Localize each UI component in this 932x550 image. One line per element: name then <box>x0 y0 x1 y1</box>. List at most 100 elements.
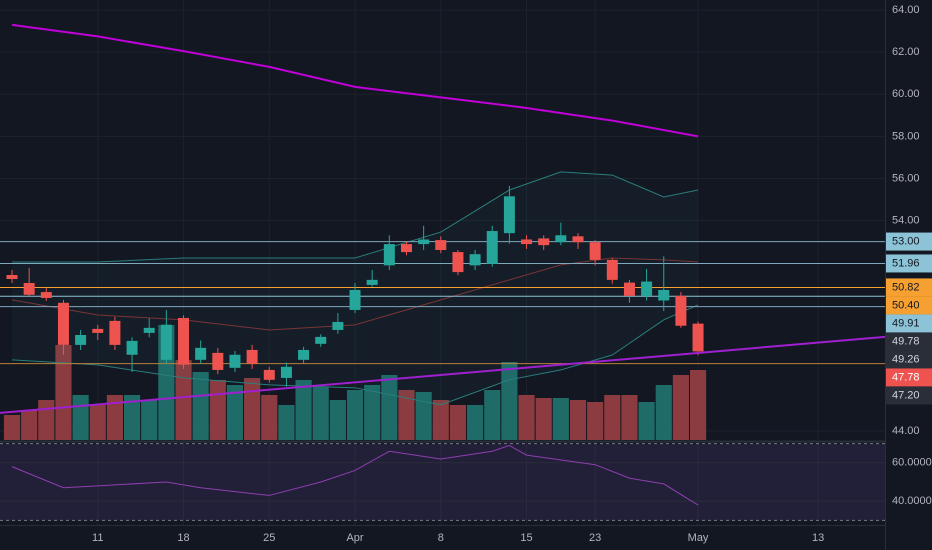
x-tick-label: May <box>688 532 709 544</box>
volume-bar <box>381 375 398 440</box>
candle-body <box>23 283 35 295</box>
y-tick-label: 40.0000 <box>892 495 932 507</box>
candle-body <box>195 347 207 360</box>
candle-body <box>521 239 533 245</box>
price-label-bg <box>886 314 932 333</box>
candle-body <box>658 289 670 301</box>
overlay-line <box>11 23 699 138</box>
candle-body <box>503 196 515 234</box>
volume-bar <box>364 385 381 440</box>
candle-body <box>452 252 464 273</box>
price-label-bg <box>886 278 932 297</box>
volume-bar <box>175 360 192 440</box>
price-pane <box>0 23 885 440</box>
overlay-line <box>0 335 885 414</box>
volume-bar <box>3 415 21 440</box>
price-label-bg <box>886 350 932 369</box>
candle-body <box>160 324 172 360</box>
candle-body <box>641 281 653 296</box>
candle-body <box>298 349 310 360</box>
price-label: 53.00 <box>892 235 920 247</box>
volume-bar <box>209 380 226 440</box>
y-tick-label: 54.00 <box>892 214 920 226</box>
volume-bar <box>535 398 552 440</box>
candle-body <box>606 259 618 280</box>
volume-bar <box>89 405 106 440</box>
candle-body <box>366 279 378 285</box>
volume-bar <box>226 385 244 440</box>
x-tick-label: 8 <box>438 532 444 544</box>
price-label: 50.82 <box>892 281 920 293</box>
candle-body <box>92 328 104 333</box>
volume-bar <box>106 395 123 440</box>
volume-bar <box>415 392 432 440</box>
volume-bar <box>569 400 587 440</box>
bollinger-lower <box>11 304 699 406</box>
y-tick-label: 60.00 <box>892 88 920 100</box>
candle-body <box>40 292 52 298</box>
volume-bar <box>655 385 672 440</box>
candle-body <box>126 340 138 355</box>
bollinger-basis <box>11 257 699 331</box>
volume-bar <box>141 400 158 440</box>
y-tick-label: 56.00 <box>892 172 920 184</box>
candle-body <box>263 369 275 380</box>
price-label: 47.78 <box>892 371 920 383</box>
candle-body <box>486 231 498 264</box>
volume-bar <box>55 345 72 440</box>
x-tick-label: 15 <box>520 532 532 544</box>
y-tick-label: 62.00 <box>892 46 920 58</box>
x-tick-label: 23 <box>589 532 601 544</box>
candle-body <box>143 327 155 333</box>
y-tick-label: 60.0000 <box>892 457 932 469</box>
candle-body <box>538 238 550 246</box>
candle-body <box>332 321 344 330</box>
price-label-bg <box>886 386 932 405</box>
axes: 64.00 62.00 60.00 58.00 56.00 54.00 44.00 11 18 2… <box>92 4 932 544</box>
candle-body <box>212 352 224 370</box>
y-tick-label: 64.00 <box>892 4 920 16</box>
price-label: 47.20 <box>892 389 920 401</box>
volume-bar <box>329 400 346 440</box>
volume-bar <box>72 395 89 440</box>
volume-bar <box>295 380 312 440</box>
candle-body <box>349 289 361 310</box>
volume-bar <box>638 402 655 440</box>
candle-body <box>469 254 481 266</box>
y-tick-label: 58.00 <box>892 130 920 142</box>
bollinger-upper <box>12 171 699 263</box>
candle-body <box>400 244 412 253</box>
x-tick-label: Apr <box>346 532 363 544</box>
volume-bar <box>123 395 141 440</box>
volume-bar <box>312 387 329 440</box>
candle-body <box>280 366 292 378</box>
price-label-bg <box>886 296 932 315</box>
volume-bar <box>432 400 449 440</box>
volume-bar <box>192 372 209 440</box>
volume-bar <box>604 395 621 440</box>
price-label-bg <box>886 254 932 273</box>
candle-body <box>675 295 687 326</box>
candle-body <box>178 317 190 365</box>
x-tick-label: 11 <box>92 532 103 544</box>
volume-bar <box>398 390 415 440</box>
candle-body <box>109 320 121 345</box>
candle-body <box>383 244 395 266</box>
x-tick-label: 25 <box>263 532 275 544</box>
price-label: 51.96 <box>892 257 920 269</box>
candle-body <box>57 302 69 345</box>
price-label-bg <box>886 368 932 387</box>
volume-bar <box>244 378 261 440</box>
volume-bar <box>449 405 467 440</box>
volume-bar <box>21 410 38 440</box>
rsi-line <box>11 444 699 506</box>
candle-body <box>555 235 567 243</box>
price-label: 49.91 <box>892 317 920 329</box>
rsi-band-fill <box>0 443 885 521</box>
candle-body <box>572 236 584 243</box>
x-tick-label: 18 <box>177 532 189 544</box>
rsi-pane <box>0 443 885 521</box>
